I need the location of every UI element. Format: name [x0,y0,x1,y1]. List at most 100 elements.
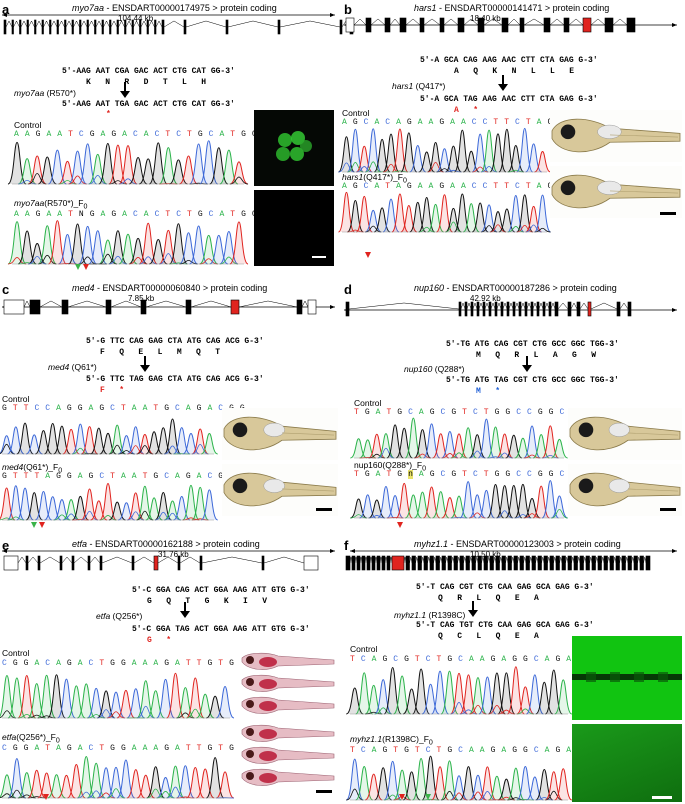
wt-amino-acids: G Q T G K I V [147,597,268,606]
trace-peak-minor [164,512,181,521]
exon-block [140,299,147,315]
wt-amino-acids: Q R L Q E A [438,594,539,603]
trace-peak-minor [487,456,504,459]
intron-line [484,302,490,310]
scale-bar [652,796,672,799]
trace-peak [435,194,454,233]
exon-block [447,555,452,571]
down-arrow [468,601,478,617]
intron-line [520,302,526,310]
mutation-label: hars1 (Q417*) [392,81,446,91]
intron-line [544,302,550,310]
trace-peak-minor [87,714,106,719]
exon-block [399,17,407,33]
trace-peak-minor [139,256,158,265]
exon-block [277,19,281,35]
exon-block [477,555,482,571]
trace-peak-minor [108,444,126,455]
exon-block [131,19,134,35]
exon-block [86,19,89,35]
gene-title: hars1 - ENSDART00000141471 > protein cod… [414,3,610,13]
trace-peak [453,129,471,173]
trace-peak-minor [136,705,155,719]
exon-block [627,555,632,571]
intron-line [133,20,140,28]
intron-line [263,556,305,564]
exon-block [199,555,203,571]
intron-line [517,556,521,564]
trace-peak-minor [450,702,468,715]
trace-peak [16,422,34,455]
exon-block [639,555,644,571]
trace-peak-minor [179,259,198,265]
trace-peak-minor [0,710,16,719]
intron-line [163,20,185,28]
trace-peak [219,149,239,185]
intron-line [637,556,641,564]
trace-peak-minor [97,792,116,799]
exon-block [435,555,440,571]
intron-line [457,556,461,564]
trace-peak-minor [68,175,87,185]
exon-block [131,555,135,571]
trace-peak-minor [545,790,563,801]
exon-block [477,17,485,33]
scale-bar [660,508,676,511]
trace-peak-minor [219,256,238,265]
exon-block [603,555,608,571]
wt-amino-acids: F Q E L M Q T [100,348,221,357]
trace-peak [185,677,205,719]
intron-line [370,18,386,26]
trace-peak-minor [107,711,125,719]
exon-block [296,299,303,315]
trace-peak [541,480,560,519]
trace-peak [200,432,218,455]
trace-peak [138,222,158,265]
gene-length: 104.44 kb [118,14,154,23]
exon-block [513,555,518,571]
exon-block [549,555,554,571]
exon-block [87,555,91,571]
intron-line [541,556,545,564]
intron-line [279,20,341,28]
trace-peak-minor [365,711,383,715]
intron-line [559,556,563,564]
panel-label: a [2,2,10,17]
f0-basecalls: C G G A T A G A C T G G A A A G A T T G … [2,744,245,753]
exon-block [507,555,512,571]
intron-line [463,18,479,26]
exon-block [615,555,620,571]
exon-block [345,555,351,571]
mutant-sequence: 5'-A GCA TAG AAG AAC CTT CTA GAG G-3' [420,95,598,104]
f0-basecalls: A A G A A T N G A G A C A C T C T G C A … [14,210,257,219]
exon-block [530,301,534,317]
intron-line [157,556,179,564]
exon-block [230,299,240,315]
intron-line [445,556,449,564]
intron-line [73,556,89,564]
trace-peak-minor [62,513,80,521]
exon-block [411,555,416,571]
trace-peak-minor [523,513,541,519]
intron-line [601,556,605,564]
muscle-control-image [572,636,682,720]
intron-line [613,556,617,564]
intron-line [110,20,118,28]
panel-label: e [2,538,10,553]
intron-line [490,302,496,310]
trace-peak-minor [186,708,205,719]
trace-peak-minor [108,255,128,265]
trace-peak-minor [191,443,209,455]
exon-block [519,17,525,33]
wt-sequence: 5'-A GCA CAG AAG AAC CTT CTA GAG G-3' [420,56,598,65]
exon-block [109,19,112,35]
gene-length: 10.50 kb [470,550,501,559]
intron-line [535,556,539,564]
intron-line [460,302,466,310]
trace-peak-minor [496,510,513,519]
exon-block [94,19,97,35]
gene-title: myhz1.1 - ENSDART00000123003 > protein c… [414,539,621,549]
intron-line [496,302,502,310]
control-label: Control [354,398,382,408]
control-basecalls: A G C A C A G A A G A A C C T T C T A G … [342,118,585,127]
